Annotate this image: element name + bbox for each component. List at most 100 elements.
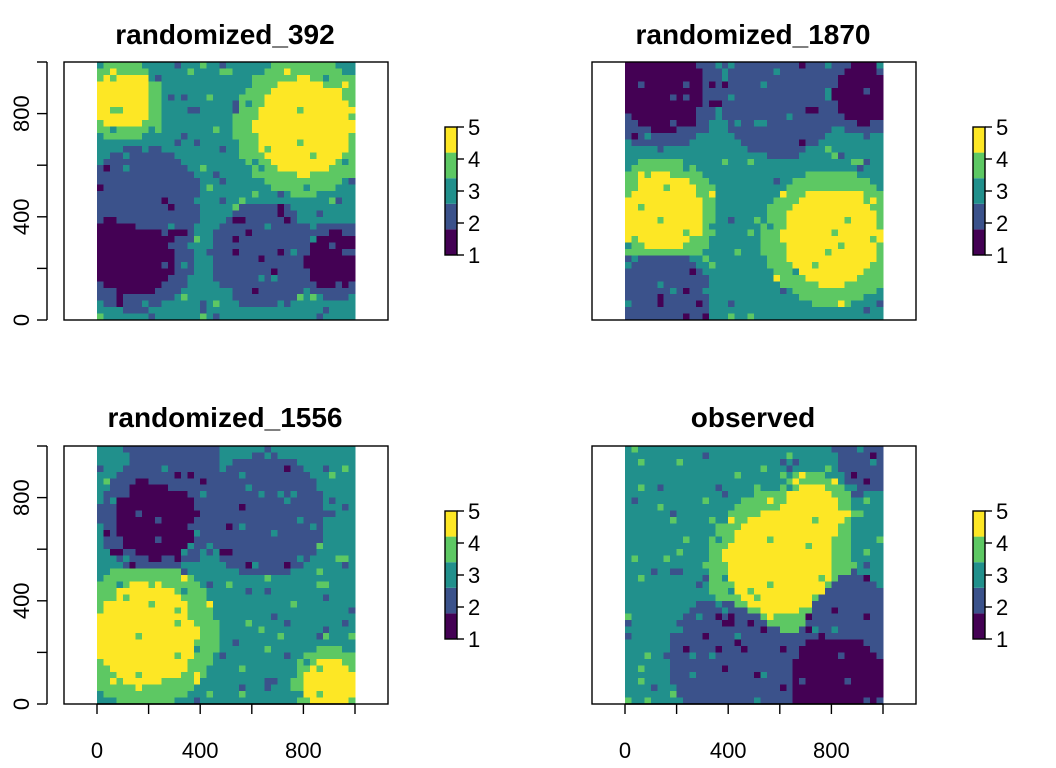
raster-cell <box>702 313 710 321</box>
raster-cell <box>206 452 214 460</box>
raster-cell <box>342 620 350 628</box>
raster-cell <box>316 203 324 211</box>
raster-cell <box>637 203 645 211</box>
raster-cell <box>200 671 208 679</box>
raster-cell <box>741 236 749 244</box>
raster-cell <box>348 313 356 321</box>
raster-cell <box>335 691 343 699</box>
raster-cell <box>161 652 169 660</box>
raster-cell <box>657 287 665 295</box>
raster-cell <box>876 94 884 102</box>
raster-cell <box>760 107 768 115</box>
raster-cell <box>193 300 201 308</box>
raster-cell <box>728 120 736 128</box>
raster-cell <box>335 542 343 550</box>
raster-cell <box>284 452 292 460</box>
raster-cell <box>786 139 794 147</box>
raster-cell <box>348 68 356 76</box>
raster-cell <box>818 446 826 454</box>
raster-cell <box>232 504 240 512</box>
raster-cell <box>322 452 330 460</box>
raster-cell <box>322 678 330 686</box>
raster-cell <box>316 684 324 692</box>
raster-cell <box>322 575 330 583</box>
raster-cell <box>142 620 150 628</box>
raster-cell <box>232 658 240 666</box>
raster-cell <box>348 132 356 140</box>
raster-cell <box>167 620 175 628</box>
raster-cell <box>335 639 343 647</box>
raster-cell <box>167 671 175 679</box>
raster-cell <box>857 62 865 70</box>
raster-cell <box>142 626 150 634</box>
raster-cell <box>200 313 208 321</box>
raster-cell <box>155 81 163 89</box>
legend-label: 5 <box>468 115 480 140</box>
raster-cell <box>824 203 832 211</box>
raster-cell <box>232 542 240 550</box>
raster-cell <box>142 68 150 76</box>
raster-cell <box>277 107 285 115</box>
raster-cell <box>857 268 865 276</box>
raster-cell <box>103 203 111 211</box>
raster-cell <box>122 452 130 460</box>
raster-cell <box>187 478 195 486</box>
raster-cell <box>335 145 343 153</box>
raster-cell <box>155 74 163 82</box>
raster-cell <box>284 594 292 602</box>
raster-cell <box>689 152 697 160</box>
raster-cell <box>271 446 279 454</box>
raster-cell <box>284 236 292 244</box>
raster-cell <box>238 478 246 486</box>
raster-cell <box>258 132 266 140</box>
raster-cell <box>284 516 292 524</box>
raster-cell <box>290 203 298 211</box>
raster-cell <box>187 158 195 166</box>
raster-cell <box>683 216 691 224</box>
raster-cell <box>644 281 652 289</box>
raster-cell <box>277 458 285 466</box>
raster-cell <box>863 210 871 218</box>
raster-cell <box>812 81 820 89</box>
raster-cell <box>786 242 794 250</box>
raster-cell <box>258 594 266 602</box>
raster-cell <box>316 100 324 108</box>
raster-cell <box>206 223 214 231</box>
raster-cell <box>135 178 143 186</box>
raster-cell <box>824 107 832 115</box>
raster-cell <box>747 197 755 205</box>
raster-cell <box>129 249 137 257</box>
raster-cell <box>271 210 279 218</box>
raster-cell <box>290 691 298 699</box>
raster-cell <box>837 178 845 186</box>
raster-cell <box>342 126 350 134</box>
raster-cell <box>850 113 858 121</box>
raster-cell <box>792 294 800 302</box>
raster-cell <box>122 497 130 505</box>
raster-cell <box>657 294 665 302</box>
raster-cell <box>200 607 208 615</box>
raster-cell <box>193 281 201 289</box>
raster-cell <box>167 152 175 160</box>
raster-cell <box>805 107 813 115</box>
raster-cell <box>129 229 137 237</box>
raster-cell <box>200 249 208 257</box>
raster-cell <box>109 581 117 589</box>
raster-cell <box>122 568 130 576</box>
raster-cell <box>180 249 188 257</box>
raster-cell <box>766 132 774 140</box>
raster-cell <box>695 120 703 128</box>
raster-cell <box>122 652 130 660</box>
raster-cell <box>631 300 639 308</box>
raster-cell <box>277 210 285 218</box>
raster-cell <box>303 229 311 237</box>
raster-cell <box>258 491 266 499</box>
raster-cell <box>850 452 858 460</box>
raster-cell <box>245 529 253 537</box>
raster-cell <box>232 594 240 602</box>
raster-cell <box>708 132 716 140</box>
raster-cell <box>167 139 175 147</box>
raster-cell <box>219 587 227 595</box>
raster-cell <box>135 626 143 634</box>
raster-cell <box>174 281 182 289</box>
